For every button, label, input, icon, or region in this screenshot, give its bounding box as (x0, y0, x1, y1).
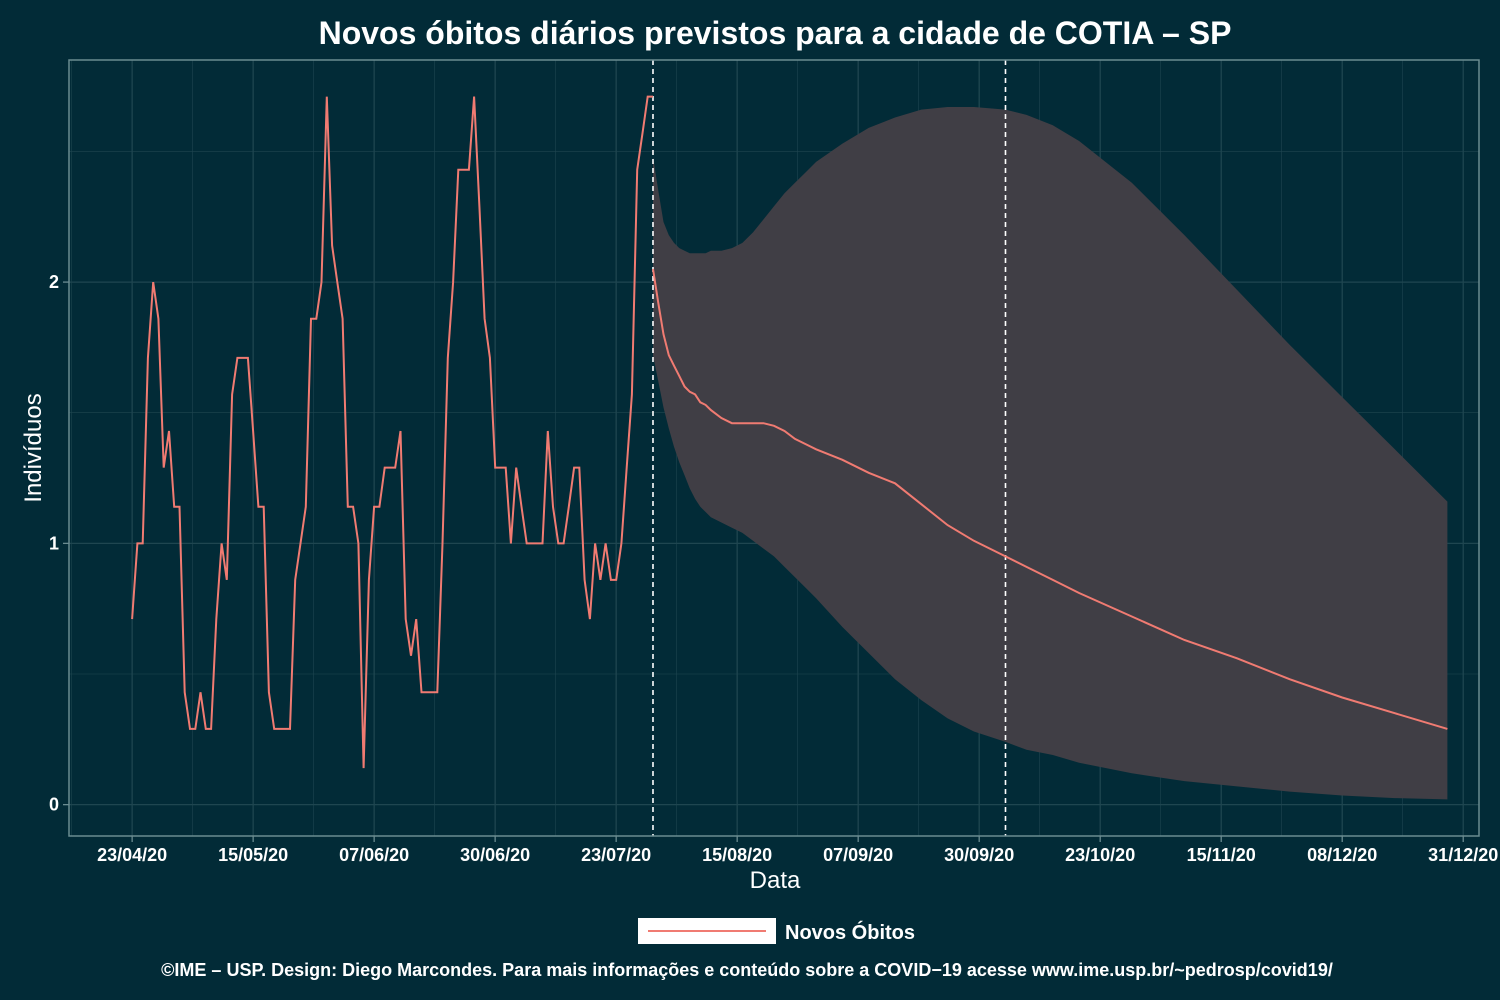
y-tick-label: 0 (49, 795, 59, 815)
x-tick-label: 15/11/20 (1187, 845, 1256, 865)
x-tick-label: 31/12/20 (1428, 845, 1498, 865)
x-tick-label: 23/10/20 (1065, 845, 1135, 865)
y-tick-label: 2 (49, 272, 59, 292)
legend-label: Novos Óbitos (785, 920, 915, 944)
observed-deaths-line (131, 95, 653, 769)
y-tick-label: 1 (49, 533, 59, 553)
y-axis-title: Indivíduos (20, 393, 47, 502)
x-tick-labels: 23/04/20 15/05/20 07/06/20 30/06/20 23/07/20… (97, 836, 1498, 865)
x-tick-label: 30/06/20 (460, 845, 530, 865)
forecast-confidence-band (653, 107, 1448, 800)
x-tick-label: 15/05/20 (218, 845, 288, 865)
x-tick-label: 23/07/20 (581, 845, 651, 865)
x-tick-label: 08/12/20 (1307, 845, 1377, 865)
x-tick-label: 07/06/20 (339, 845, 409, 865)
x-tick-label: 30/09/20 (944, 845, 1014, 865)
x-tick-label: 07/09/20 (823, 845, 893, 865)
chart-title: Novos óbitos diários previstos para a ci… (319, 15, 1232, 51)
plot-panel-border (68, 59, 1480, 837)
forecast-band-layer (653, 107, 1448, 800)
x-tick-label: 15/08/20 (702, 845, 772, 865)
x-tick-label: 23/04/20 (97, 845, 167, 865)
footer-caption: ©IME – USP. Design: Diego Marcondes. Par… (161, 960, 1333, 980)
forecast-deaths-line (652, 268, 1448, 730)
series-lines (131, 95, 1448, 769)
vertical-markers (652, 60, 1007, 836)
x-axis-title: Data (750, 867, 801, 894)
y-tick-labels: 0 1 2 (49, 272, 69, 815)
legend: Novos Óbitos (638, 918, 915, 944)
